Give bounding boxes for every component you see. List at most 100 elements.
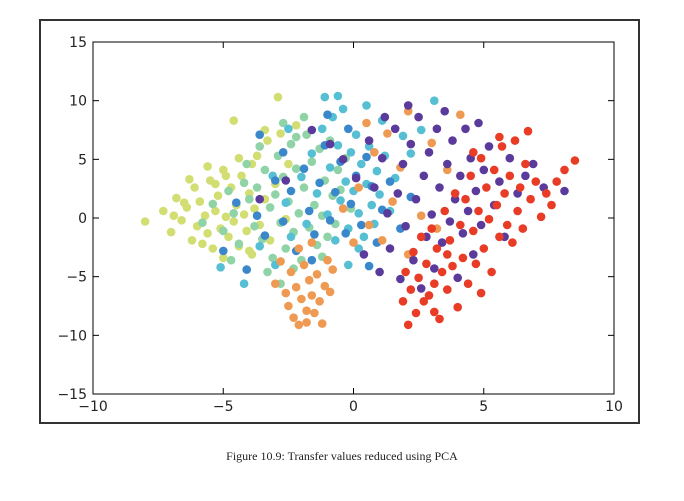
scatter-point xyxy=(307,291,317,300)
scatter-point xyxy=(461,124,470,134)
scatter-point xyxy=(284,159,293,169)
scatter-point xyxy=(302,219,311,229)
scatter-point xyxy=(263,267,272,277)
scatter-point xyxy=(521,171,530,181)
scatter-point xyxy=(531,177,541,186)
scatter-point xyxy=(333,165,343,175)
scatter-point xyxy=(312,189,322,198)
scatter-point xyxy=(526,194,535,204)
scatter-point xyxy=(372,166,382,176)
scatter-point xyxy=(359,250,369,259)
y-tick-label: −15 xyxy=(57,387,87,403)
scatter-point xyxy=(226,255,236,265)
scatter-point xyxy=(474,206,483,216)
x-tick-label: −10 xyxy=(78,399,108,415)
scatter-point xyxy=(515,183,525,192)
scatter-point xyxy=(450,189,460,198)
scatter-point xyxy=(440,206,450,216)
y-tick-label: 5 xyxy=(78,152,87,168)
scatter-point xyxy=(367,200,377,210)
scatter-point xyxy=(166,227,176,237)
scatter-point xyxy=(331,236,340,245)
scatter-point xyxy=(471,186,481,196)
y-tick-label: −5 xyxy=(66,270,87,286)
scatter-point xyxy=(375,267,384,277)
scatter-point xyxy=(351,173,361,183)
scatter-point xyxy=(252,183,262,192)
scatter-point xyxy=(398,297,408,306)
scatter-point xyxy=(315,297,324,306)
scatter-point xyxy=(232,198,241,207)
scatter-point xyxy=(304,275,314,285)
y-tick-label: 0 xyxy=(78,211,87,227)
scatter-point xyxy=(219,246,228,256)
scatter-point xyxy=(198,239,207,249)
scatter-point xyxy=(362,118,371,128)
scatter-point xyxy=(416,284,426,293)
scatter-point xyxy=(536,212,546,222)
scatter-point xyxy=(476,220,486,230)
scatter-point xyxy=(427,224,437,233)
scatter-point xyxy=(286,232,296,242)
scatter-point xyxy=(320,92,330,102)
scatter-point xyxy=(463,206,473,216)
scatter-point xyxy=(286,267,296,277)
scatter-point xyxy=(547,200,556,210)
scatter-point xyxy=(463,279,473,289)
scatter-point xyxy=(430,96,439,105)
scatter-point xyxy=(328,265,338,274)
scatter-point xyxy=(286,139,296,149)
scatter-point xyxy=(278,118,288,128)
scatter-point xyxy=(221,212,231,222)
scatter-point xyxy=(333,91,343,101)
scatter-point xyxy=(419,171,429,181)
scatter-point xyxy=(317,124,327,134)
scatter-point xyxy=(458,253,468,263)
scatter-point xyxy=(424,291,434,300)
scatter-point xyxy=(323,232,332,242)
scatter-point xyxy=(325,139,335,149)
scatter-point xyxy=(427,210,437,219)
scatter-point xyxy=(469,226,478,236)
scatter-point xyxy=(416,125,426,135)
scatter-point xyxy=(390,124,400,134)
scatter-point xyxy=(307,238,317,247)
scatter-point xyxy=(482,183,491,192)
scatter-point xyxy=(229,116,238,125)
scatter-point xyxy=(250,221,259,231)
scatter-point xyxy=(185,175,194,184)
scatter-point xyxy=(281,288,291,298)
scatter-point xyxy=(281,198,291,207)
scatter-point xyxy=(398,131,408,141)
scatter-point xyxy=(443,285,452,294)
scatter-point xyxy=(273,92,283,102)
scatter-point xyxy=(396,274,405,284)
scatter-point xyxy=(456,171,465,181)
scatter-point xyxy=(364,136,374,145)
x-tick-label: 5 xyxy=(479,399,488,415)
scatter-point xyxy=(234,153,244,163)
scatter-point xyxy=(377,236,387,245)
scatter-point xyxy=(445,217,455,226)
scatter-point xyxy=(310,200,319,210)
scatter-point xyxy=(354,183,364,192)
scatter-point xyxy=(518,224,528,233)
scatter-point xyxy=(245,246,254,256)
scatter-point xyxy=(411,194,421,204)
scatter-point xyxy=(435,183,444,192)
scatter-point xyxy=(422,259,431,269)
scatter-point xyxy=(432,244,442,253)
scatter-point xyxy=(354,244,364,253)
scatter-point xyxy=(333,141,343,150)
scatter-point xyxy=(325,287,335,297)
scatter-point xyxy=(380,112,390,122)
scatter-point xyxy=(250,204,259,213)
scatter-point xyxy=(252,211,262,220)
scatter-point xyxy=(229,209,238,218)
scatter-point xyxy=(443,250,452,259)
scatter-point xyxy=(370,148,379,157)
scatter-point xyxy=(401,221,410,231)
scatter-point xyxy=(276,257,285,266)
scatter-point xyxy=(476,288,486,298)
